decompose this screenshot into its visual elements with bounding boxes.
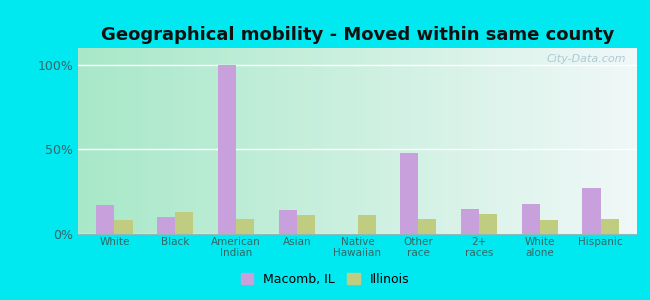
Bar [157,217,176,234]
Legend: Macomb, IL, Illinois: Macomb, IL, Illinois [235,268,415,291]
Bar [297,215,315,234]
Bar [176,212,194,234]
Bar [601,219,619,234]
Bar [358,215,376,234]
Bar [96,205,114,234]
Bar [114,220,133,234]
Bar [479,214,497,234]
Bar [418,219,437,234]
Title: Geographical mobility - Moved within same county: Geographical mobility - Moved within sam… [101,26,614,44]
Bar [400,153,418,234]
Bar [540,220,558,234]
Bar [521,204,540,234]
Text: City-Data.com: City-Data.com [546,54,626,64]
Bar [582,188,601,234]
Bar [218,65,236,234]
Bar [278,210,297,234]
Bar [461,208,479,234]
Bar [236,219,254,234]
